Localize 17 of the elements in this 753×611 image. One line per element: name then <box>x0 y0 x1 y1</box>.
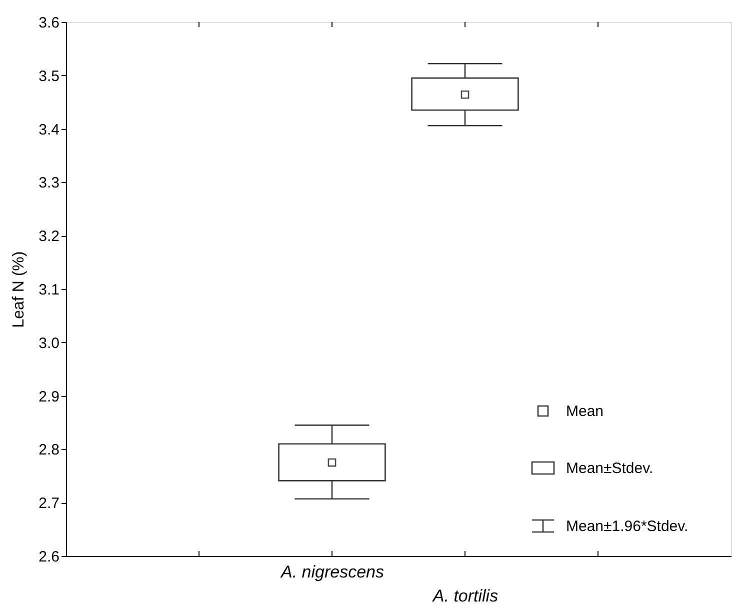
y-tick-label: 3.3 <box>38 174 60 192</box>
y-tick-label: 2.9 <box>38 388 60 406</box>
y-tick-label: 3.1 <box>38 282 60 298</box>
annotation: Mean±Stdev. <box>566 460 654 477</box>
y-tick-label: 3.4 <box>38 121 60 138</box>
y-axis-title: Leaf N (%) <box>10 251 28 328</box>
y-tick-label: 3.5 <box>38 68 60 85</box>
y-tick-label: 3.0 <box>38 334 60 352</box>
y-tick-label: 2.7 <box>38 495 60 512</box>
annotation: Mean±1.96*Stdev. <box>566 518 688 535</box>
annotation: Mean <box>566 403 604 420</box>
y-tick-label: 2.8 <box>38 442 60 459</box>
y-tick-label: 3.2 <box>38 228 60 246</box>
y-tick-label: 2.6 <box>38 548 60 566</box>
y-tick-label: 3.6 <box>38 14 60 32</box>
x-tick-label: A. nigrescens <box>280 562 384 582</box>
x-tick-label: A. tortilis <box>432 586 499 606</box>
